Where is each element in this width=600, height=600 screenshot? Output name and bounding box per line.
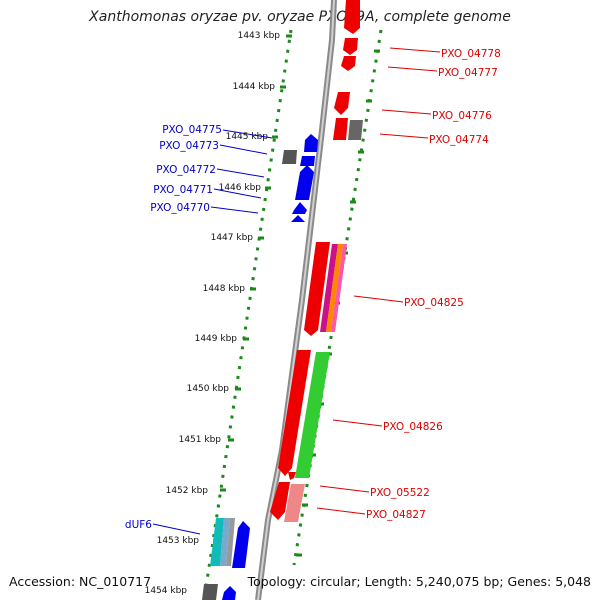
gene-arrow[interactable] <box>304 242 330 336</box>
gene-label[interactable]: PXO_04776 <box>432 110 492 122</box>
scale-ticks <box>205 34 292 593</box>
scale-label: 1444 kbp <box>233 82 276 92</box>
scale-label: 1452 kbp <box>166 486 209 496</box>
left-labels: PXO_04775 PXO_04773 PXO_04772 PXO_04771 … <box>125 124 222 531</box>
gene-arrow[interactable] <box>282 150 297 164</box>
gene-arrow[interactable] <box>220 518 230 566</box>
map-title: Xanthomonas oryzae pv. oryzae PXO99A, co… <box>89 9 511 25</box>
left-leaders <box>152 129 273 535</box>
gene-label[interactable]: PXO_04772 <box>156 164 216 176</box>
gene-arrow[interactable] <box>300 156 315 166</box>
gene-arrow[interactable] <box>334 92 350 115</box>
scale-label: 1451 kbp <box>179 435 222 445</box>
gene-label[interactable]: PXO_04771 <box>153 184 213 196</box>
scale-label: 1446 kbp <box>219 183 262 193</box>
scale-label: 1447 kbp <box>211 233 254 243</box>
gene-label[interactable]: PXO_04774 <box>429 134 489 146</box>
scale-label: 1449 kbp <box>195 334 238 344</box>
gene-label[interactable]: PXO_04770 <box>150 202 210 214</box>
gene-arrow[interactable] <box>344 0 360 34</box>
gene-arrow[interactable] <box>304 134 318 152</box>
gene-label[interactable]: PXO_04775 <box>162 124 222 136</box>
gene-label[interactable]: PXO_04825 <box>404 297 464 309</box>
gene-label[interactable]: PXO_04827 <box>366 509 426 521</box>
gene-arrow[interactable] <box>226 518 235 566</box>
gene-arrow[interactable] <box>291 215 305 222</box>
gene-label[interactable]: PXO_04778 <box>441 48 501 60</box>
gene-arrow[interactable] <box>222 586 236 600</box>
gene-arrow[interactable] <box>295 352 330 478</box>
scale-label: 1443 kbp <box>238 31 281 41</box>
scale-label: 1453 kbp <box>157 536 200 546</box>
gene-arrow[interactable] <box>333 118 348 140</box>
gene-arrow[interactable] <box>232 521 250 568</box>
scale-label: 1454 kbp <box>145 586 188 596</box>
gene-arrow[interactable] <box>320 244 338 332</box>
right-leaders <box>316 47 441 515</box>
gene-arrow[interactable] <box>292 202 307 214</box>
right-labels: PXO_04778 PXO_04777 PXO_04776 PXO_04774 … <box>366 48 501 521</box>
gene-arrow[interactable] <box>341 56 356 71</box>
forward-genes <box>270 0 363 522</box>
scale-label: 1450 kbp <box>187 384 230 394</box>
scale-labels: 1443 kbp 1444 kbp 1445 kbp 1446 kbp 1447… <box>145 31 281 596</box>
gene-label[interactable]: PXO_04773 <box>159 140 219 152</box>
scale-label: 1445 kbp <box>226 132 269 142</box>
gene-arrow[interactable] <box>295 165 314 200</box>
gene-label[interactable]: PXO_04826 <box>383 421 443 433</box>
gene-arrow[interactable] <box>210 518 224 566</box>
gene-arrow[interactable] <box>270 482 290 520</box>
gene-arrow[interactable] <box>348 120 363 140</box>
gene-arrow[interactable] <box>278 350 311 476</box>
gene-label[interactable]: PXO_04777 <box>438 67 498 79</box>
gene-arrow[interactable] <box>288 472 296 480</box>
gene-label[interactable]: PXO_05522 <box>370 487 430 499</box>
scale-label: 1448 kbp <box>203 284 246 294</box>
scale-track-left <box>202 29 293 600</box>
gene-arrow[interactable] <box>202 584 218 600</box>
reverse-genes <box>202 134 318 600</box>
gene-arrow[interactable] <box>343 38 358 55</box>
accession-text: Accession: NC_010717 <box>9 574 152 589</box>
gene-arrow[interactable] <box>326 244 343 332</box>
topology-text: Topology: circular; Length: 5,240,075 bp… <box>247 574 591 589</box>
gene-arrow[interactable] <box>331 244 347 332</box>
gene-label[interactable]: dUF6 <box>125 519 152 531</box>
gene-arrow[interactable] <box>284 484 305 522</box>
